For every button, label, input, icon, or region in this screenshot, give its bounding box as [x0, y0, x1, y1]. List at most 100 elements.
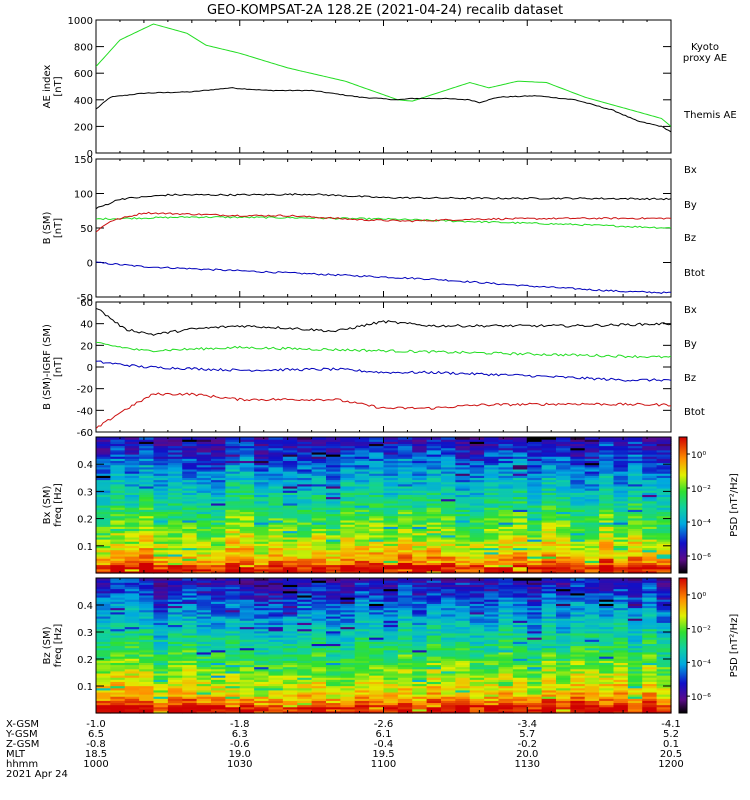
spectrogram-cell [225, 601, 241, 604]
spectrogram-cell [354, 517, 370, 521]
spectrogram-cell [397, 588, 413, 592]
spectrogram-cell [369, 553, 385, 557]
spectrogram-cell [239, 549, 255, 553]
spectrogram-cell [383, 541, 399, 544]
spectrogram-cell [512, 592, 528, 596]
spectrogram-cell [412, 458, 428, 461]
spectrogram-cell [167, 483, 183, 487]
spectrogram-cell [254, 475, 270, 478]
spectrogram-cell [96, 599, 111, 602]
spectrogram-cell [196, 634, 212, 638]
spectrogram-cell [613, 509, 629, 512]
spectrogram-cell [340, 519, 356, 523]
spectrogram-cell [96, 634, 111, 638]
spectrogram-cell [498, 702, 514, 706]
spectrogram-cell [484, 584, 500, 588]
spectrogram-cell [153, 681, 169, 685]
spectrogram-cell [412, 488, 428, 491]
spectrogram-cell [211, 556, 226, 559]
spectrogram-cell [527, 702, 543, 706]
spectrogram-cell [383, 588, 399, 592]
spectrogram-cell [527, 551, 543, 555]
spectrogram-cell [441, 505, 456, 508]
spectrogram-cell [153, 660, 169, 663]
spectrogram-cell [527, 509, 543, 512]
spectrogram-cell [469, 509, 485, 512]
spectrogram-cell [326, 645, 341, 649]
spectrogram-cell [96, 704, 111, 708]
spectrogram-cell [397, 507, 413, 510]
spectrogram-cell [455, 679, 471, 682]
spectrogram-cell [239, 507, 255, 510]
spectrogram-cell [584, 551, 600, 555]
spectrogram-cell [211, 502, 226, 506]
spectrogram-cell [455, 513, 471, 517]
spectrogram-cell [484, 528, 500, 532]
spectrogram-cell [124, 502, 140, 506]
spectrogram-cell [412, 492, 428, 495]
spectrogram-cell [455, 660, 471, 663]
spectrogram-cell [297, 456, 313, 459]
spectrogram-cell [297, 637, 313, 640]
spectrogram-cell [254, 437, 270, 440]
spectrogram-cell [139, 641, 155, 644]
spectrogram-cell [455, 685, 471, 689]
spectrogram-cell [527, 437, 543, 440]
spectrogram-cell [498, 513, 514, 517]
spectrogram-cell [96, 524, 111, 527]
spectrogram-cell [354, 483, 370, 487]
spectrogram-cell [110, 530, 126, 534]
spectrogram-cell [527, 670, 543, 674]
spectrogram-cell [124, 639, 140, 642]
spectrogram-cell [254, 458, 270, 461]
spectrogram-cell [469, 620, 485, 623]
spectrogram-cell [167, 471, 183, 474]
spectrogram-cell [196, 660, 212, 663]
spectrogram-cell [383, 485, 399, 489]
y-tick-label: 0 [87, 363, 93, 374]
spectrogram-cell [167, 475, 183, 478]
spectrogram-cell [297, 658, 313, 661]
spectrogram-cell [570, 496, 586, 500]
spectrogram-cell [340, 536, 356, 540]
spectrogram-cell [340, 664, 356, 668]
spectrogram-cell [311, 485, 327, 489]
spectrogram-cell [498, 441, 514, 444]
spectrogram-cell [441, 466, 456, 470]
spectrogram-cell [153, 675, 169, 678]
spectrogram-cell [383, 675, 399, 678]
spectrogram-cell [182, 687, 198, 691]
spectrogram-cell [139, 441, 155, 444]
spectrogram-cell [354, 645, 370, 649]
spectrogram-cell [340, 490, 356, 493]
spectrogram-cell [282, 637, 298, 640]
spectrogram-cell [627, 462, 643, 466]
spectrogram-cell [441, 517, 456, 521]
spectrogram-cell [211, 710, 226, 714]
spectrogram-cell [541, 541, 557, 544]
spectrogram-cell [225, 456, 241, 459]
spectrogram-cell [282, 479, 298, 483]
spectrogram-cell [326, 451, 341, 455]
spectrogram-cell [441, 439, 456, 442]
spectrogram-cell [211, 562, 226, 566]
spectrogram-cell [153, 664, 169, 668]
spectrogram-cell [642, 464, 658, 468]
spectrogram-cell [326, 515, 341, 519]
spectrogram-cell [96, 498, 111, 502]
spectrogram-cell [426, 685, 442, 689]
spectrogram-cell [656, 485, 672, 489]
spectrogram-cell [182, 496, 198, 500]
spectrogram-cell [441, 662, 456, 666]
spectrogram-cell [153, 464, 169, 468]
spectrogram-cell [613, 539, 629, 542]
spectrogram-cell [211, 687, 226, 691]
spectrogram-cell [527, 609, 543, 613]
spectrogram-cell [196, 536, 212, 540]
spectrogram-cell [354, 679, 370, 682]
spectrogram-cell [139, 632, 155, 636]
spectrogram-cell [412, 704, 428, 708]
spectrogram-cell [239, 526, 255, 529]
spectrogram-cell [484, 666, 500, 670]
spectrogram-cell [369, 526, 385, 529]
